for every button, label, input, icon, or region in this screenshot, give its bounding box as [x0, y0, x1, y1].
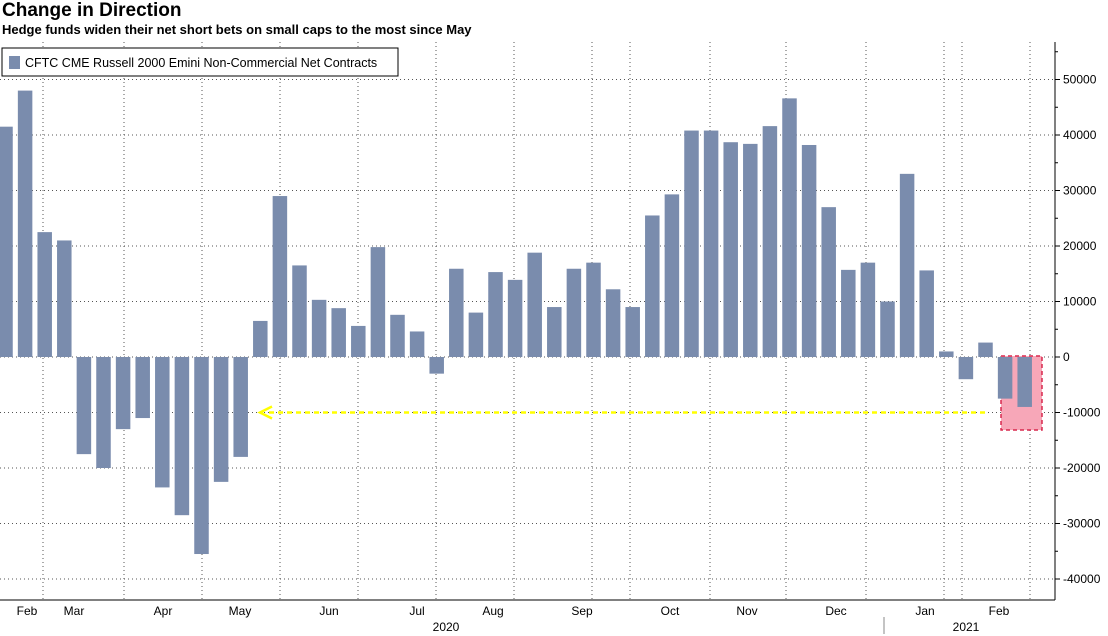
- bar: [488, 272, 503, 357]
- bar: [801, 144, 817, 357]
- bar: [429, 357, 444, 374]
- x-tick-label: Sep: [571, 604, 593, 618]
- bar: [370, 247, 386, 357]
- bar: [645, 215, 660, 357]
- y-tick-label: 0: [1063, 350, 1070, 364]
- bar: [899, 173, 915, 357]
- x-tick-label: Feb: [17, 604, 38, 618]
- bar: [253, 320, 268, 357]
- x-tick-label: Jun: [319, 604, 338, 618]
- bar: [17, 90, 33, 357]
- x-tick-label: Feb: [989, 604, 1010, 618]
- bar: [507, 279, 523, 357]
- x-tick-label: May: [229, 604, 252, 618]
- x-axis: Feb Mar Apr May Jun Jul Aug Sep Oct Nov Dec Jan Feb 2…: [0, 599, 1055, 634]
- bar: [311, 299, 327, 357]
- legend-swatch: [9, 56, 20, 69]
- y-tick-label: 20000: [1063, 239, 1097, 253]
- y-tick-label: -10000: [1063, 406, 1101, 420]
- bar: [841, 269, 856, 357]
- y-tick-label: -20000: [1063, 461, 1101, 475]
- y-tick-label: 30000: [1063, 184, 1097, 198]
- chart-title: Change in Direction: [2, 0, 182, 21]
- bar: [449, 268, 464, 357]
- bar: [821, 207, 836, 357]
- bar: [762, 126, 778, 358]
- bar: [860, 262, 876, 357]
- bar: [135, 357, 150, 419]
- y-tick-label: 10000: [1063, 295, 1097, 309]
- bar: [743, 143, 758, 357]
- x-tick-label: Jul: [409, 604, 424, 618]
- x-tick-label: Oct: [661, 604, 680, 618]
- bar: [0, 126, 13, 357]
- bar: [978, 342, 993, 357]
- comparison-arrow-head: [257, 405, 273, 420]
- bar: [625, 307, 640, 357]
- x-tick-label: Apr: [154, 604, 173, 618]
- x-tick-label: Nov: [736, 604, 757, 618]
- bar: [213, 357, 229, 482]
- bar: [527, 252, 542, 357]
- bar-series: [0, 90, 1032, 555]
- y-tick-label: 50000: [1063, 73, 1097, 87]
- bar: [566, 268, 582, 357]
- bar: [174, 357, 190, 516]
- bar: [57, 240, 72, 357]
- legend-box: [1, 47, 399, 77]
- x-year-label: 2021: [953, 620, 980, 634]
- bar: [115, 357, 131, 430]
- x-tick-label: Jan: [915, 604, 934, 618]
- bar: [272, 196, 288, 357]
- bar: [664, 194, 680, 357]
- legend: CFTC CME Russell 2000 Emini Non-Commerci…: [1, 47, 399, 77]
- bar: [409, 331, 425, 357]
- bar: [331, 308, 346, 357]
- bar: [194, 357, 209, 555]
- y-tick-label: -30000: [1063, 517, 1101, 531]
- bar: [468, 312, 484, 357]
- x-tick-label: Dec: [825, 604, 846, 618]
- annotation-layer: [257, 405, 985, 420]
- bar: [684, 130, 699, 357]
- bar: [155, 357, 170, 488]
- y-axis: 50000 40000 30000 20000 10000 0 -10000 -20000 -3…: [1054, 42, 1101, 600]
- bar: [76, 357, 92, 455]
- bar: [351, 325, 366, 357]
- x-tick-label: Mar: [64, 604, 85, 618]
- bar: [390, 314, 405, 357]
- bar: [37, 232, 52, 357]
- y-tick-label: 40000: [1063, 128, 1097, 142]
- legend-label: CFTC CME Russell 2000 Emini Non-Commerci…: [25, 56, 377, 70]
- bar: [96, 357, 111, 468]
- bar: [292, 265, 307, 357]
- bar: [997, 357, 1013, 399]
- y-tick-label: -40000: [1063, 572, 1101, 586]
- bar: [958, 357, 974, 380]
- bar: [1017, 357, 1032, 407]
- bar: [782, 98, 797, 358]
- grid-lines: [0, 42, 1053, 600]
- bar: [703, 130, 719, 357]
- bar: [919, 270, 934, 357]
- chart-subtitle: Hedge funds widen their net short bets o…: [2, 22, 472, 37]
- x-year-label: 2020: [433, 620, 460, 634]
- bar: [605, 289, 621, 357]
- x-tick-label: Aug: [482, 604, 503, 618]
- bar: [880, 301, 895, 357]
- bar: [586, 262, 601, 357]
- bar: [233, 357, 248, 457]
- bar: [723, 142, 738, 357]
- bar: [939, 351, 954, 357]
- bar: [547, 307, 562, 357]
